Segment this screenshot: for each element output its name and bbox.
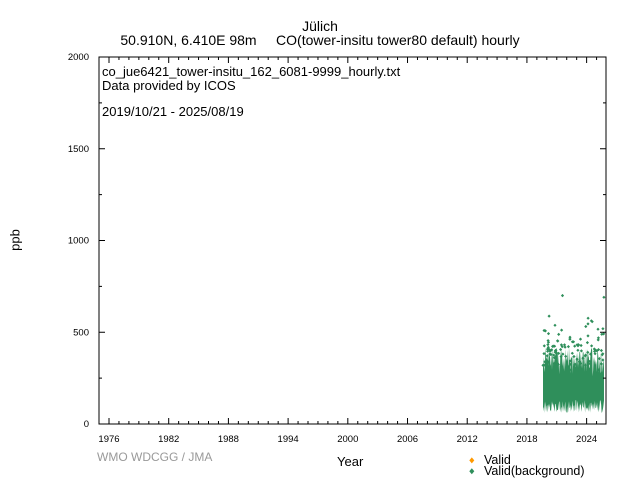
svg-text:2024: 2024 [576, 434, 597, 445]
svg-text:0: 0 [84, 419, 89, 430]
svg-text:1976: 1976 [98, 434, 119, 445]
svg-text:500: 500 [73, 327, 89, 338]
svg-text:1994: 1994 [278, 434, 299, 445]
svg-text:2000: 2000 [337, 434, 358, 445]
svg-text:1988: 1988 [218, 434, 239, 445]
svg-text:2006: 2006 [397, 434, 418, 445]
svg-text:2012: 2012 [457, 434, 478, 445]
svg-text:2000: 2000 [68, 52, 89, 63]
svg-text:2018: 2018 [516, 434, 537, 445]
svg-text:1000: 1000 [68, 236, 89, 247]
svg-text:1982: 1982 [158, 434, 179, 445]
svg-text:1500: 1500 [68, 144, 89, 155]
